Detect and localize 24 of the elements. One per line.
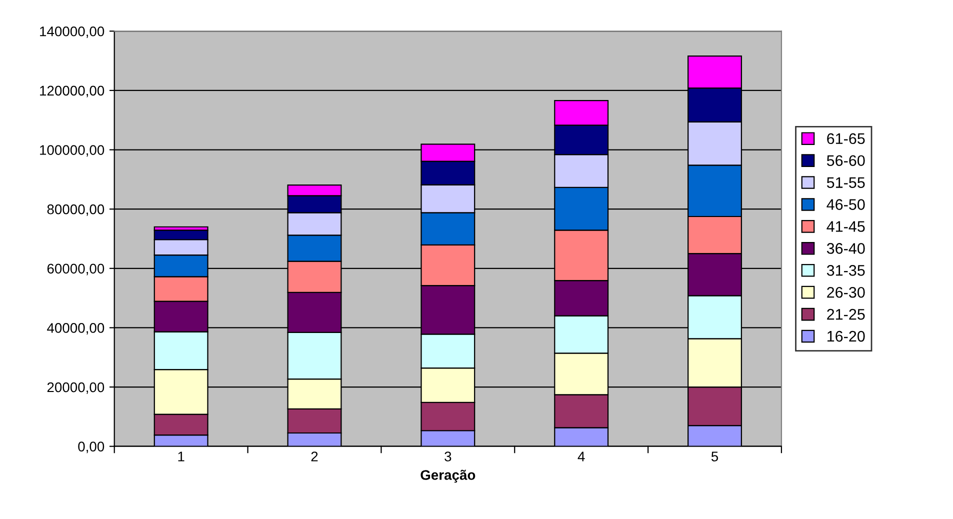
legend-label: 31-35 <box>826 265 865 276</box>
legend-label: 21-25 <box>827 308 865 320</box>
x-tick-label: 4 <box>578 452 585 462</box>
x-axis-title: Geração <box>420 470 476 483</box>
y-tick-label: 20000,00 <box>47 382 104 394</box>
x-tick-label: 1 <box>178 452 184 462</box>
legend-label: 16-20 <box>827 330 865 342</box>
legend-label: 61-65 <box>827 133 865 144</box>
y-tick-label: 140000,00 <box>40 26 104 38</box>
legend-label: 36-40 <box>826 243 865 254</box>
legend-label: 41-45 <box>826 221 865 232</box>
y-tick-label: 0,00 <box>78 442 104 454</box>
legend-label: 56-60 <box>826 155 865 166</box>
legend-label: 51-55 <box>826 177 865 188</box>
x-tick-label: 3 <box>444 452 452 462</box>
x-tick-label: 5 <box>711 452 718 462</box>
y-tick-label: 60000,00 <box>47 264 104 276</box>
y-tick-label: 40000,00 <box>47 323 104 335</box>
y-tick-label: 80000,00 <box>47 204 104 216</box>
y-tick-label: 120000,00 <box>40 86 104 98</box>
legend-label: 26-30 <box>827 286 865 298</box>
x-tick-label: 2 <box>311 452 318 462</box>
legend-label: 46-50 <box>826 199 865 210</box>
y-tick-label: 100000,00 <box>40 145 104 157</box>
